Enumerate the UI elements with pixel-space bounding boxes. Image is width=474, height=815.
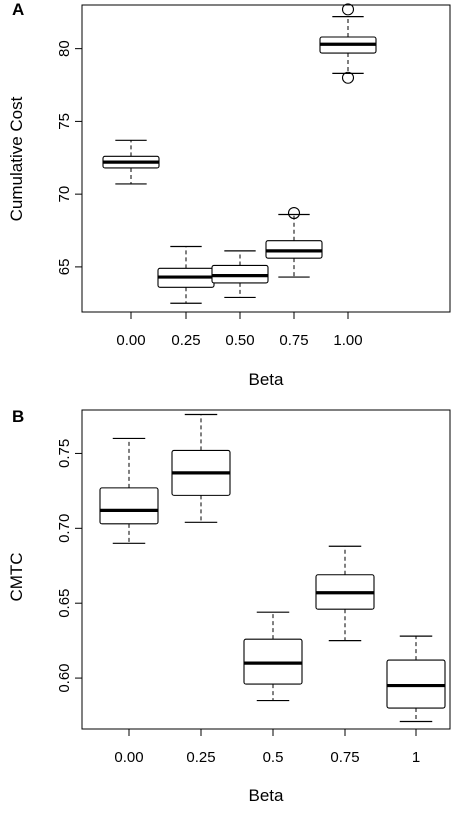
boxes-a	[102, 3, 377, 304]
box-plot	[102, 139, 160, 185]
x-tick-label: 0.50	[225, 332, 254, 349]
y-tick-label: 80	[56, 40, 73, 57]
x-tick-label: 0.00	[114, 749, 143, 766]
box-plot	[157, 245, 215, 304]
y-tick-label: 70	[56, 186, 73, 203]
y-tick-label: 0.70	[56, 514, 73, 543]
x-tick-label: 0.5	[263, 749, 284, 766]
x-axis-b: 0.00 0.25 0.5 0.75 1	[114, 729, 420, 766]
y-tick-label: 0.65	[56, 589, 73, 618]
x-tick-label: 0.75	[330, 749, 359, 766]
outlier-point	[341, 71, 355, 84]
box-plot	[315, 545, 375, 642]
panel-label-b: B	[12, 407, 24, 426]
boxes-b	[99, 413, 446, 723]
x-axis-a: 0.00 0.25 0.50 0.75 1.00	[116, 312, 363, 349]
x-tick-label: 0.00	[116, 332, 145, 349]
panel-a: A 65 70 75 80 0.00 0.25 0.50 0.75 1.00 Beta Cum…	[7, 0, 451, 389]
x-tick-label: 0.25	[186, 749, 215, 766]
panel-label-a: A	[12, 0, 24, 19]
panel-b: B 0.60 0.65 0.70 0.75 0.00 0.25 0.5 0.75 1 Beta…	[7, 407, 451, 805]
plot-frame-b	[81, 409, 451, 730]
x-axis-title-a: Beta	[249, 370, 285, 389]
plot-frame-a	[81, 4, 451, 313]
box-plot	[243, 611, 303, 702]
box-plot	[211, 250, 269, 299]
y-tick-label: 65	[56, 259, 73, 276]
y-tick-label: 0.75	[56, 439, 73, 468]
y-tick-label: 75	[56, 113, 73, 130]
y-axis-title-a: Cumulative Cost	[7, 96, 26, 221]
x-tick-label: 0.75	[279, 332, 308, 349]
box-plot	[265, 207, 323, 278]
x-axis-title-b: Beta	[249, 786, 285, 805]
outlier-point	[341, 3, 355, 16]
box-plot	[319, 3, 377, 84]
y-tick-label: 0.60	[56, 663, 73, 692]
x-tick-label: 1	[412, 749, 420, 766]
outlier-point	[287, 207, 301, 220]
x-tick-label: 1.00	[333, 332, 362, 349]
box-plot	[99, 437, 159, 544]
y-axis-title-b: CMTC	[7, 552, 26, 601]
iqr-box	[99, 487, 159, 525]
y-axis-b: 0.60 0.65 0.70 0.75	[56, 439, 82, 693]
box-plot	[386, 635, 446, 723]
y-axis-a: 65 70 75 80	[56, 40, 82, 275]
box-plot	[171, 413, 231, 523]
x-tick-label: 0.25	[171, 332, 200, 349]
